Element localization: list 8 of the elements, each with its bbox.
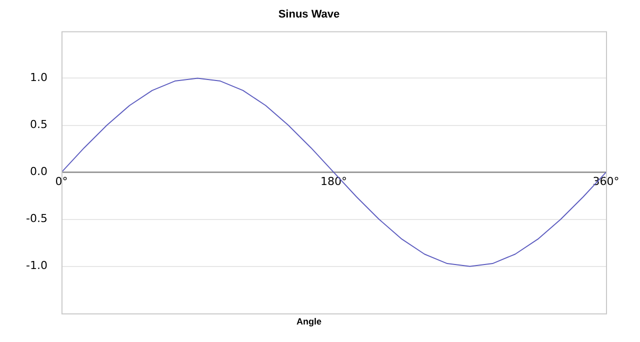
y-tick-label: -0.5 bbox=[26, 212, 48, 226]
x-tick-label: 0° bbox=[55, 174, 68, 188]
y-tick-label: 1.0 bbox=[30, 71, 48, 84]
y-tick-label: 0.0 bbox=[30, 165, 48, 178]
y-tick-label: -1.0 bbox=[26, 259, 48, 272]
chart-title: Sinus Wave bbox=[278, 8, 340, 21]
x-axis-title: Angle bbox=[296, 316, 322, 326]
y-tick-label: 0.5 bbox=[30, 118, 48, 132]
